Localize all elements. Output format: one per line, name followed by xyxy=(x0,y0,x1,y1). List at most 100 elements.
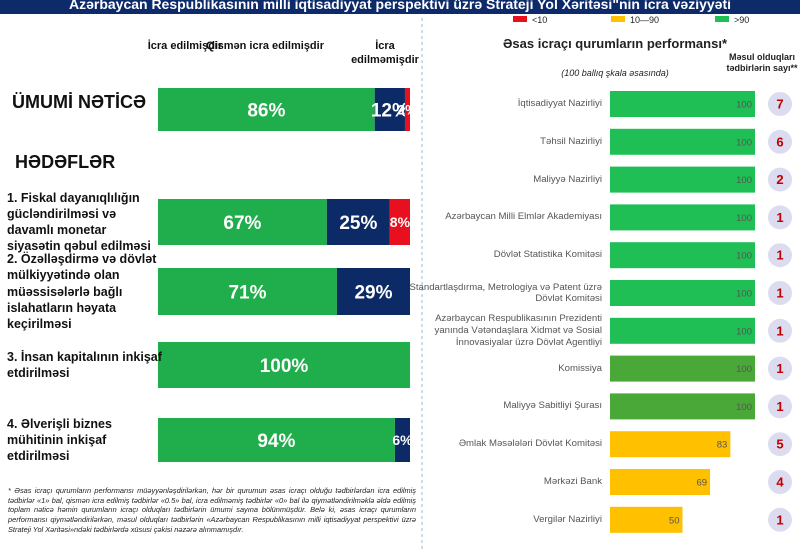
count-label: 1 xyxy=(776,248,783,263)
count-badge xyxy=(768,470,792,494)
bar xyxy=(610,91,755,117)
value-label: 100 xyxy=(736,137,752,148)
row-label: Standartlaşdırma, Metrologiya və Patent … xyxy=(409,281,602,305)
value-label: 12% xyxy=(371,100,409,121)
bar-segment xyxy=(158,88,375,131)
count-title: Məsul olduqları tədbirlərin sayı** xyxy=(726,52,798,73)
row-label: Maliyyə Sabitliyi Şurası xyxy=(503,400,602,412)
bar-segment xyxy=(374,88,405,131)
bar-segment xyxy=(326,199,390,245)
count-badge xyxy=(768,243,792,268)
legend-swatch xyxy=(715,16,729,22)
legend-swatch xyxy=(611,16,625,22)
value-label: 100 xyxy=(736,289,752,300)
count-label: 1 xyxy=(776,210,783,225)
row-label: İqtisadiyyat Nazirliyi xyxy=(517,98,602,109)
count-badge xyxy=(768,356,792,381)
value-label: 100% xyxy=(260,356,309,377)
chart-title: Əsas icraçı qurumların performansı* xyxy=(502,36,728,51)
bar xyxy=(610,317,755,344)
bar-segment xyxy=(158,418,395,462)
bar xyxy=(610,355,755,382)
bar-segment xyxy=(336,268,410,315)
bar-segment xyxy=(389,199,410,245)
row-label: Təhsil Nazirliyi xyxy=(540,135,602,147)
value-label: 100 xyxy=(736,364,752,375)
row-label: Maliyyə Nazirliyi xyxy=(533,173,602,185)
column-header: İcra edilmişdir xyxy=(147,40,223,52)
count-label: 1 xyxy=(776,286,783,301)
legend-label: <10 xyxy=(532,15,547,25)
count-label: 6 xyxy=(776,134,783,149)
row-label: ÜMUMİ NƏTİCƏ xyxy=(12,92,147,112)
value-label: 94% xyxy=(257,431,295,452)
bar xyxy=(610,204,755,231)
title-banner xyxy=(0,0,800,14)
row-label: Azərbaycan Respublikasının Prezidenti ya… xyxy=(434,313,602,348)
count-badge xyxy=(768,281,792,305)
value-label: 100 xyxy=(736,213,752,224)
count-badge xyxy=(768,92,792,116)
row-label: Dövlət Statistika Komitəsi xyxy=(493,249,602,261)
value-label: 8% xyxy=(390,214,411,230)
value-label: 69 xyxy=(696,478,707,489)
row-label: Azərbaycan Milli Elmlər Akademiyası xyxy=(445,211,602,223)
bar xyxy=(610,280,755,306)
row-label: 4. Əlverişli biznes mühitinin inkişaf et… xyxy=(7,416,112,464)
value-label: 100 xyxy=(736,175,752,186)
value-label: 83 xyxy=(717,440,728,451)
legend-swatch xyxy=(513,16,527,22)
count-label: 1 xyxy=(776,323,783,338)
bar xyxy=(610,242,755,269)
count-badge xyxy=(768,167,792,192)
legend-label: >90 xyxy=(734,15,749,25)
value-label: 100 xyxy=(736,402,752,413)
row-label: Vergilər Nazirliyi xyxy=(533,513,602,525)
value-label: 86% xyxy=(247,100,285,121)
count-badge xyxy=(768,394,792,419)
count-label: 4 xyxy=(776,475,784,490)
row-label: 3. İnsan kapitalının inkişaf etdirilməsi xyxy=(7,349,162,380)
bar xyxy=(610,128,755,155)
count-badge xyxy=(768,318,792,343)
value-label: 100 xyxy=(736,326,752,337)
count-label: 1 xyxy=(776,399,783,414)
page-title: Azərbaycan Respublikasının milli iqtisad… xyxy=(68,0,732,12)
value-label: 25% xyxy=(339,213,377,234)
value-label: 2% xyxy=(397,102,418,118)
count-label: 7 xyxy=(776,97,783,112)
footnote: * Əsas icraçı qurumların performansı müə… xyxy=(8,486,416,534)
value-label: 50 xyxy=(669,515,680,526)
value-label: 67% xyxy=(223,213,261,234)
row-label: 1. Fiskal dayanıqlılığın gücləndirilməsi… xyxy=(7,190,151,254)
bar xyxy=(610,431,731,458)
chart-subtitle: (100 ballıq şkala əsasında) xyxy=(561,68,669,78)
bar-segment xyxy=(394,418,410,462)
count-badge xyxy=(768,205,792,230)
row-label: Əmlak Məsələləri Dövlət Komitəsi xyxy=(458,438,602,450)
value-label: 29% xyxy=(354,282,392,303)
bar-segment xyxy=(158,342,410,388)
row-label: Komissiya xyxy=(558,362,602,374)
value-label: 71% xyxy=(228,282,266,303)
bar xyxy=(610,166,755,193)
bar-segment xyxy=(158,199,327,245)
count-badge xyxy=(768,129,792,154)
bar xyxy=(610,469,711,495)
count-label: 2 xyxy=(776,172,783,187)
row-label: 2. Özəlləşdirmə və dövlət mülkiyyətində … xyxy=(7,252,157,331)
count-badge xyxy=(768,507,792,532)
count-label: 1 xyxy=(776,512,783,527)
legend-label: 10—90 xyxy=(630,15,659,25)
value-label: 100 xyxy=(736,251,752,262)
count-label: 5 xyxy=(776,437,783,452)
bar-segment xyxy=(158,268,337,315)
bar xyxy=(610,506,683,533)
column-header: İcra edilməmişdir xyxy=(351,40,419,66)
count-label: 1 xyxy=(776,361,783,376)
column-header: Qismən icra edilmişdir xyxy=(206,40,324,52)
value-label: 100 xyxy=(736,100,752,111)
bar xyxy=(610,393,755,420)
